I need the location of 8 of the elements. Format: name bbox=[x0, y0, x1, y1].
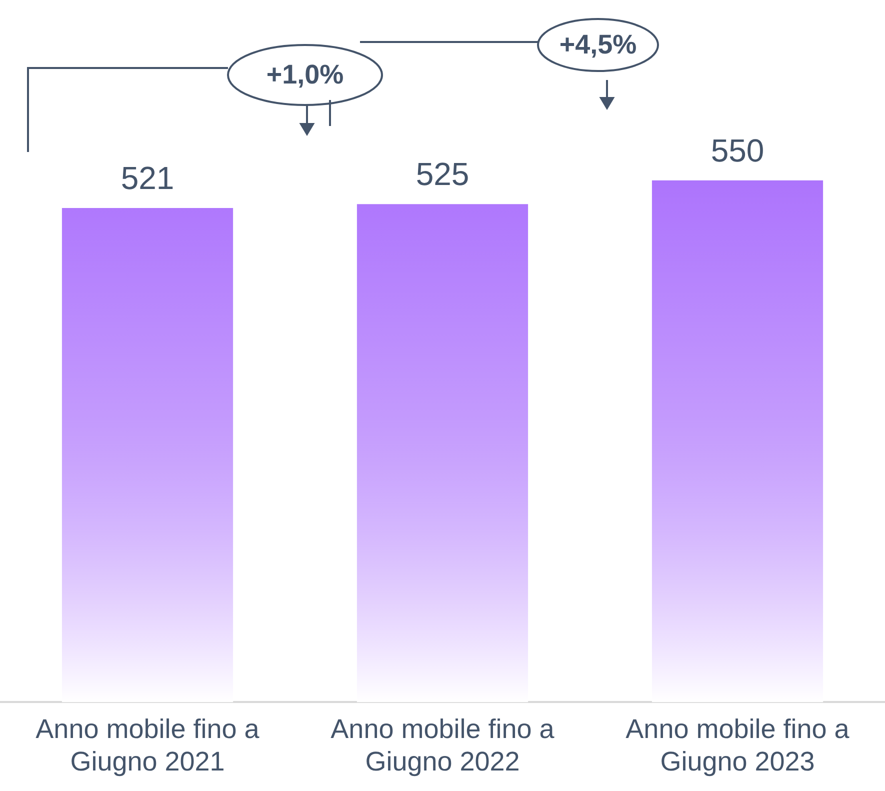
x-tick-label: Anno mobile fino a Giugno 2022 bbox=[330, 714, 556, 776]
data-label: 525 bbox=[416, 156, 470, 192]
data-label: 521 bbox=[120, 160, 174, 196]
x-tick-label: Anno mobile fino a Giugno 2023 bbox=[626, 714, 850, 776]
x-tick-label: Anno mobile fino a Giugno 2021 bbox=[36, 714, 260, 776]
text: +1,0% bbox=[266, 60, 344, 90]
data-label: 550 bbox=[710, 132, 764, 168]
text: +4,5% bbox=[559, 30, 637, 60]
